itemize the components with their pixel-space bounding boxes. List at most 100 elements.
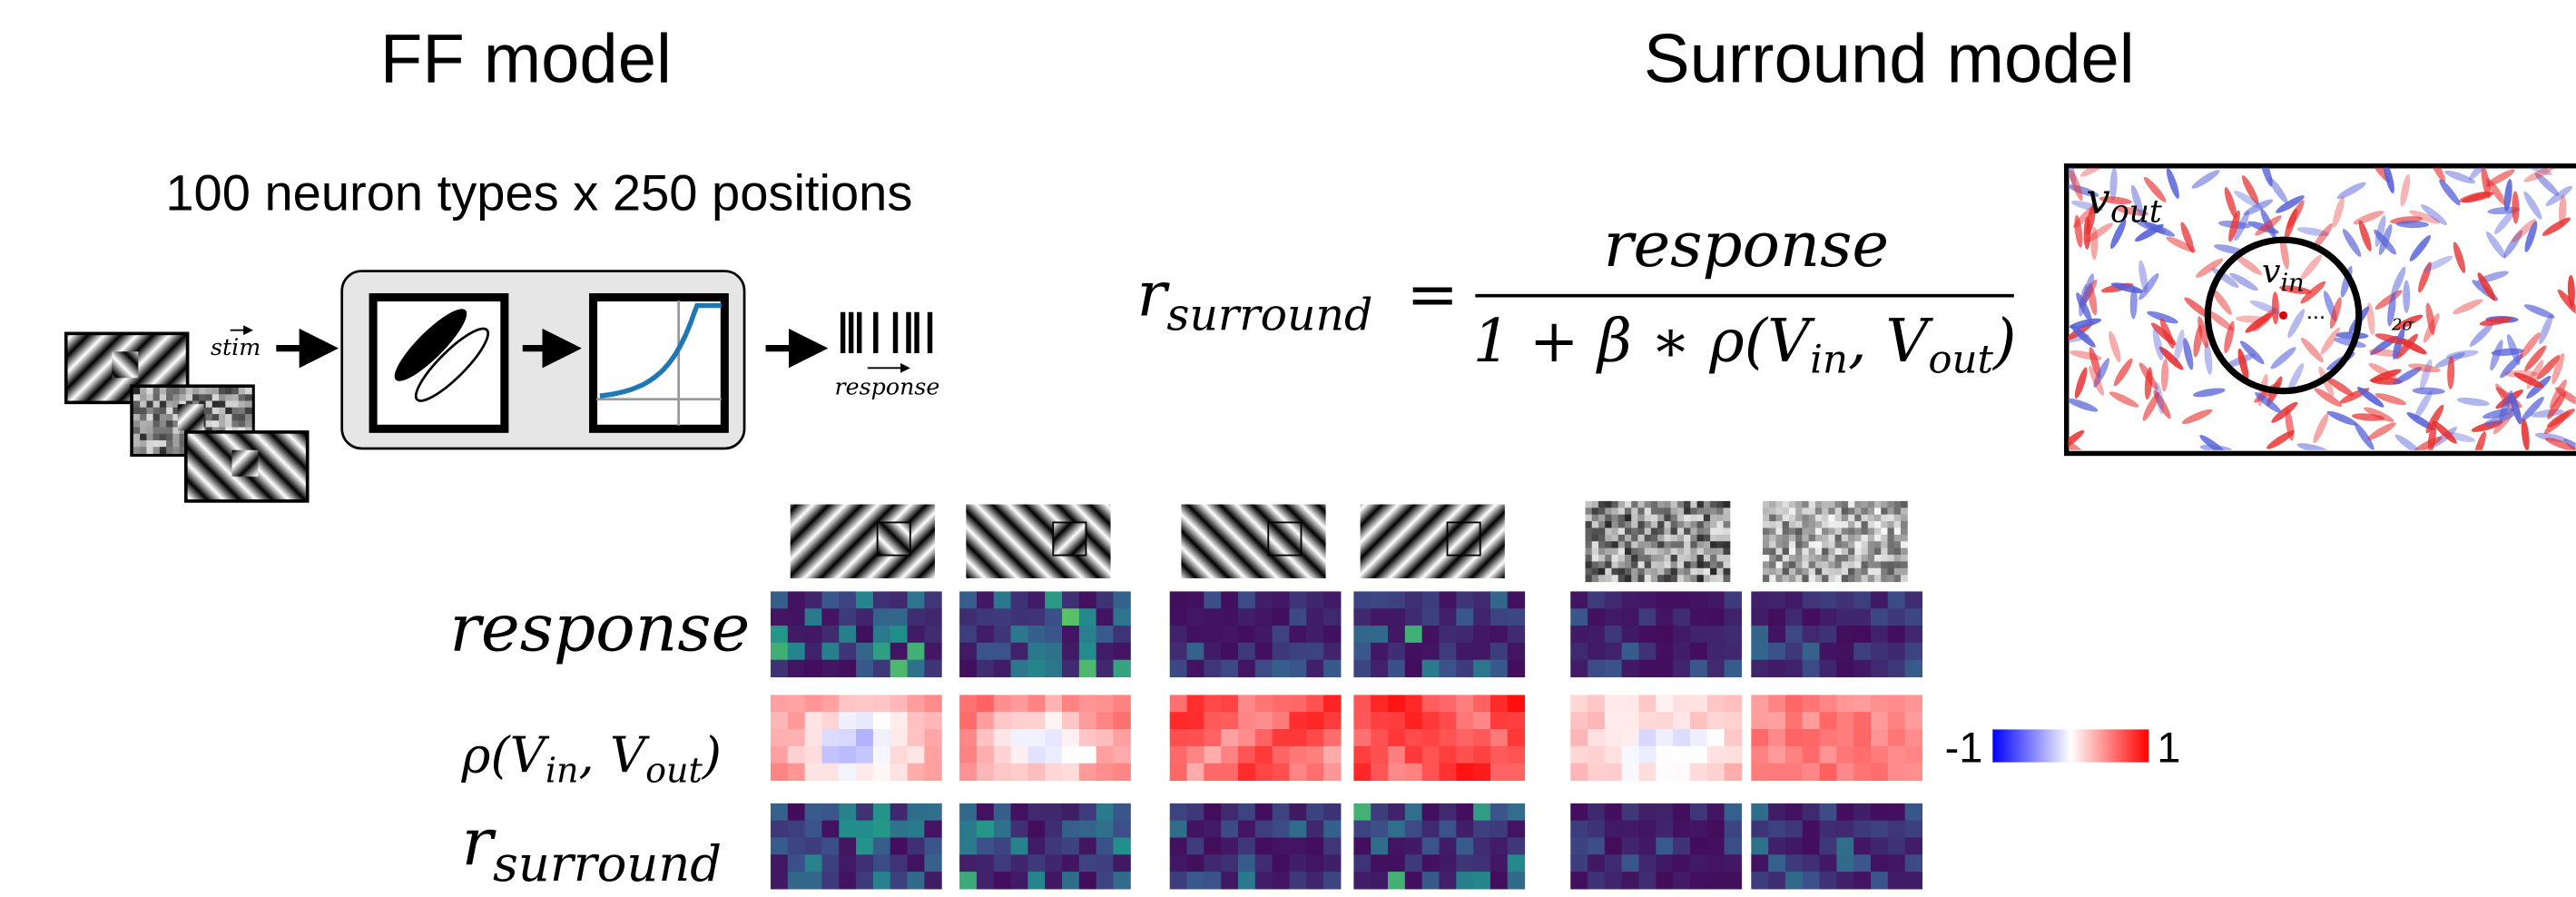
heatmap-cell [1289,746,1306,764]
heatmap-cell [1473,821,1490,838]
heatmap-cell [873,695,890,712]
heatmap-cell [805,729,822,746]
texture-cell [1842,501,1849,508]
heatmap-cell [1011,608,1028,626]
heatmap-cell [890,764,908,781]
texture-cell [1835,535,1843,542]
texture-cell [1783,541,1790,548]
texture-cell [245,414,252,421]
texture-cell [1611,527,1618,535]
heatmap-cell [1096,712,1114,729]
texture-cell [1862,501,1869,508]
texture-cell [212,408,220,415]
texture-cell [1598,561,1606,568]
texture-cell [1724,568,1731,576]
heatmap-cell [1473,872,1490,889]
heatmap-cell [994,695,1011,712]
texture-cell [1769,568,1776,576]
texture-cell [1763,527,1770,535]
heatmap-cell [821,695,839,712]
heatmap-cell [1905,591,1922,608]
heatmap-cell [1323,803,1341,821]
heatmap-cell [1353,854,1371,872]
subscript: in [1810,338,1848,383]
heatmap-cell [1170,872,1187,889]
texture-cell [1605,535,1612,542]
heatmap-cell [1785,591,1803,608]
texture-cell [166,420,173,428]
texture-cell [1625,508,1632,515]
heatmap-cell [1353,821,1371,838]
texture-cell [1598,515,1606,522]
heatmap-cell [1836,712,1853,729]
texture-cell [1763,521,1770,528]
heatmap-cell [1888,712,1905,729]
texture-cell [1881,568,1888,576]
heatmap-cell [1422,872,1440,889]
heatmap-cell [1096,660,1114,677]
heatmap-cell [1221,608,1238,626]
texture-cell [1868,527,1875,535]
heatmap-cell [959,712,977,729]
heatmap-cell [1238,608,1255,626]
texture-cell [1625,555,1632,562]
texture-cell [1664,515,1671,522]
texture-cell [1822,555,1829,562]
heatmap-cell [1371,821,1388,838]
heatmap-cell [924,764,941,781]
texture-cell [133,427,141,434]
heatmap-cell [1204,746,1221,764]
heatmap-cell [1255,591,1273,608]
texture-cell [1854,541,1862,548]
heatmap-cell [1639,626,1657,643]
heatmap-cell [805,695,822,712]
heatmap-cell [1690,803,1707,821]
heatmap-cell [805,746,822,764]
heatmap-cell [959,854,977,872]
heatmap-cell [1371,746,1388,764]
heatmap-cell [1785,746,1803,764]
heatmap-cell [1045,626,1062,643]
texture-cell [1848,575,1855,582]
texture-cell [1690,515,1697,522]
heatmap-cell [977,695,994,712]
texture-cell [1611,555,1618,562]
heatmap-cell [805,821,822,838]
texture-cell [1710,535,1717,542]
heatmap-cell [1751,854,1768,872]
heatmap-cell [1255,803,1273,821]
heatmap-cell [908,872,925,889]
texture-cell [1901,561,1908,568]
heatmap-cell [1011,712,1028,729]
heatmap-cell [1062,854,1079,872]
heatmap-cell [1289,803,1306,821]
heatmap-cell [1388,872,1405,889]
heatmap-cell [1405,746,1422,764]
texture-cell [1862,575,1869,582]
heatmap-cell [924,608,941,626]
heatmap-cell [839,591,856,608]
texture-cell [1724,541,1731,548]
heatmap-cell [994,872,1011,889]
texture-cell [1835,575,1843,582]
texture-cell [1842,535,1849,542]
heatmap-cell [1768,626,1785,643]
texture-cell [1697,521,1705,528]
texture-cell [1822,508,1829,515]
texture-cell [1651,535,1658,542]
texture-cell [1716,568,1724,576]
heatmap-cell [788,746,805,764]
texture-cell [1868,555,1875,562]
heatmap-cell [821,854,839,872]
heatmap-cell [1622,854,1639,872]
heatmap-cell [1803,695,1820,712]
heatmap-cell [1323,764,1341,781]
colorbar [1992,729,2148,762]
heatmap-cell [1605,872,1622,889]
heatmap-cell [1751,626,1768,643]
heatmap-cell [1605,608,1622,626]
heatmap-cell [908,821,925,838]
texture-cell [1822,575,1829,582]
heatmap-cell [839,854,856,872]
texture-cell [1822,561,1829,568]
